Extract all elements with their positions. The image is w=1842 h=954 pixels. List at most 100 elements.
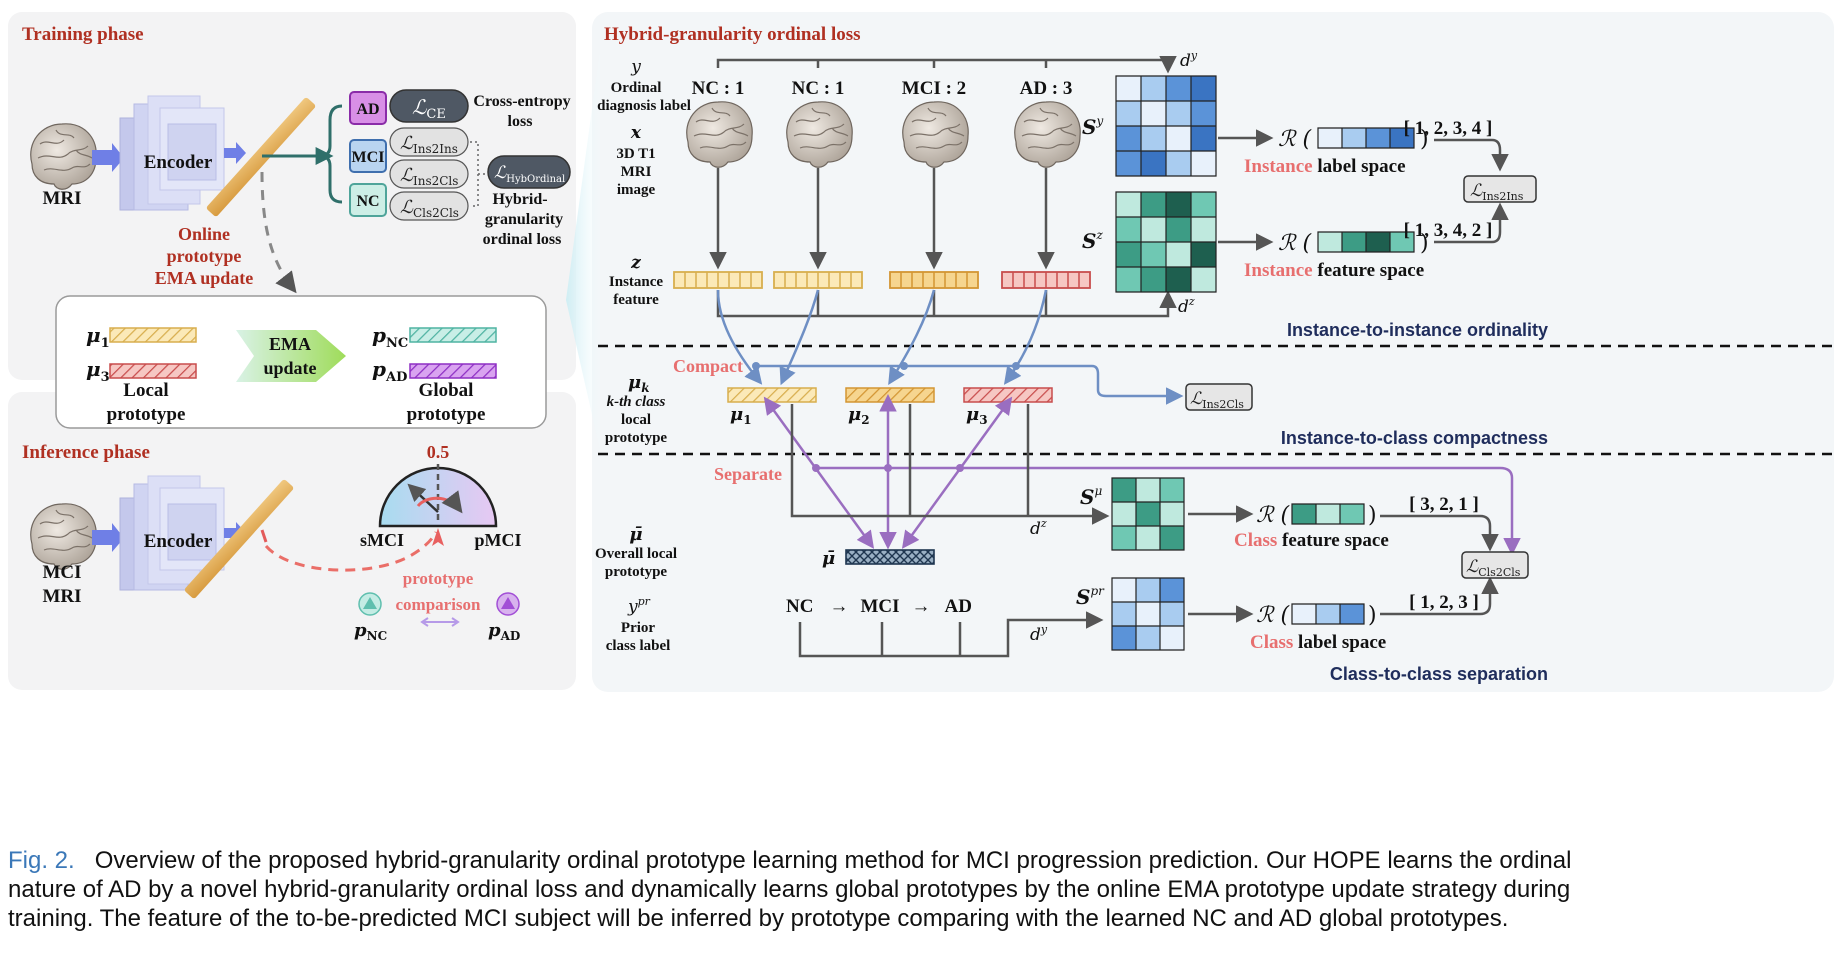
encoder-block [119,95,225,211]
ema-box-1: EMA [269,334,311,354]
cls2cls-merge-arrow [1479,576,1499,616]
mci-head-label: MCI [352,149,385,166]
rank-vector-class-feature [1291,503,1365,525]
class-heads: AD MCI NC [349,91,387,217]
prototype-comparison-arrow [264,531,438,572]
loss-cls2cls-box [1461,551,1529,579]
space-instance-feature: Instance feature space [1244,260,1424,281]
r-operator: ℛ ( [1256,503,1290,528]
nc-head-label: NC [356,193,379,210]
close-paren: ) [1420,127,1429,152]
x-desc-2: MRI [621,164,652,180]
dz-mu-connector [790,404,1110,525]
caption-line-2: nature of AD by a novel hybrid-granulari… [8,876,1571,903]
prototype-mu3-bar [963,387,1053,403]
similarity-matrix-sy [1115,75,1217,177]
similarity-matrix-sz [1115,191,1217,293]
junction-dot [752,362,760,370]
ins2ins-merge-arrow [1491,138,1509,172]
separate-purple-arrow [901,396,1013,549]
global-prototype-1: Global [419,380,474,401]
hybrid-title: Hybrid-granularity ordinal loss [604,24,861,45]
mubar-desc-1: Overall local [595,546,677,562]
close-paren: ) [1368,503,1377,528]
gauge-needle [407,483,439,513]
rank-vector-class-label [1291,603,1365,625]
double-arrow-icon [420,617,460,627]
brain-icon [1014,101,1081,168]
brain-icon [686,101,753,168]
junction-dot [884,464,892,472]
similarity-matrix-spr [1111,577,1185,651]
rank-instance-feature: [ 1, 3, 4, 2 ] [1404,220,1493,241]
caption-line-1: Overview of the proposed hybrid-granular… [94,847,1572,874]
p-ad-bar [409,363,497,379]
ema-update-arrow [236,330,346,382]
ema-box-2: update [263,358,316,378]
caption-line-3: training. The feature of the to-be-predi… [8,905,1509,932]
mu3-bar [109,363,197,379]
ypr-desc-2: class label [606,638,671,654]
y-desc-1: Ordinal [611,80,662,96]
separate-purple-arrow [763,396,875,549]
encoder-arrow-icon [224,142,246,164]
encoder-block [119,475,225,591]
mci-head [349,139,387,173]
feature-bar [184,479,294,599]
inst2inst-ordinality-label: Instance-to-instance ordinality [1287,320,1548,340]
zoom-cone [566,50,600,450]
input-arrow-icon [92,143,124,172]
mu1-bar [109,327,197,343]
mu-k-desc-1: k-th class [607,394,666,410]
pmci-label: pMCI [474,530,521,550]
overall-local-prototype-bar [845,549,935,565]
x-symbol: x [630,123,642,143]
compact-to-ins2cls-arrow [756,364,1184,405]
compact-label: Compact [673,356,743,376]
ad-head-label: AD [356,101,379,118]
p-nc-triangle-icon [363,597,377,609]
gauge-arc-arrow [416,490,463,514]
hyb-label-1: Hybrid- [492,191,547,208]
rank-instance-label: [ 1, 2, 3, 4 ] [1404,118,1493,139]
ordinal-label: NC : 1 [692,78,745,99]
x-desc-1: 3D T1 [616,146,655,162]
nc-head [349,183,387,217]
method-overview-figure: Training phase Inference phase Hybrid-gr… [8,12,1834,692]
ce-label-2: loss [508,113,533,130]
brain-icon [902,101,969,168]
instance-feature-nc2 [773,271,863,289]
instance-feature-nc1 [673,271,763,289]
ad-head [349,91,387,125]
rank-class-label: [ 1, 2, 3 ] [1409,592,1479,613]
training-title: Training phase [22,24,144,45]
inference-encoder-label: Encoder [144,531,213,552]
close-paren: ) [1420,231,1429,256]
caption-label: Fig. 2. [8,847,75,874]
similarity-matrix-smu [1111,477,1185,551]
y-symbol: y [630,57,641,77]
r-operator: ℛ ( [1278,231,1312,256]
mubar-desc-2: prototype [605,564,668,580]
z-desc-2: feature [613,292,659,308]
prototype-mu2-bar [845,387,935,403]
dy-prior-connector [798,611,1104,658]
space-instance-label: Instance label space [1244,156,1406,177]
prototype-mu1-bar [727,387,817,403]
smci-label: sMCI [360,530,404,550]
loss-ins2ins-pill [389,127,469,157]
mu-k-desc-3: prototype [605,430,668,446]
compact-blue-arrow [888,289,936,385]
ema-label-1: Online [178,224,230,244]
ypr-desc-1: Prior [621,620,655,636]
loss-ce-pill [389,89,469,123]
comparison-label-1: prototype [403,569,474,588]
mubar-symbol: μ̄ [629,524,642,545]
junction-dot [1012,362,1020,370]
local-prototype-1: Local [123,380,168,401]
ema-label-2: prototype [167,246,242,266]
ema-label-3: EMA update [155,268,254,288]
figure-caption: Fig. 2. Overview of the proposed hybrid-… [8,846,1834,933]
compact-blue-arrow [716,289,763,385]
rank-vector-instance-label [1317,127,1415,149]
